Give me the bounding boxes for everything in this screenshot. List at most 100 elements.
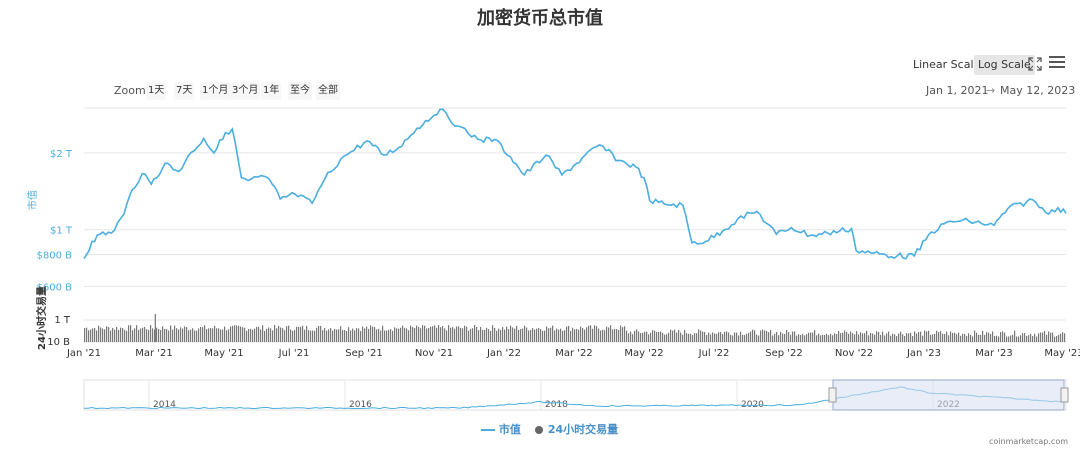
volume-bar <box>1054 336 1056 342</box>
volume-bar <box>750 331 752 342</box>
zoom-ytd-button[interactable]: 至今 <box>288 82 312 100</box>
volume-bar <box>292 330 294 342</box>
x-tick-label: Mar '23 <box>975 348 1013 359</box>
volume-bar <box>814 330 816 342</box>
volume-bar <box>654 330 656 342</box>
volume-bar <box>1020 335 1022 342</box>
volume-bar <box>820 335 822 342</box>
volume-bar <box>608 327 610 342</box>
volume-bar <box>266 328 268 342</box>
linear-scale-button[interactable]: Linear Scale <box>913 58 981 71</box>
volume-bar <box>620 325 622 342</box>
fullscreen-icon[interactable] <box>1028 56 1042 71</box>
volume-bar <box>410 325 412 342</box>
volume-bar <box>842 332 844 342</box>
volume-bar <box>932 334 934 342</box>
volume-bar <box>764 330 766 342</box>
volume-bar <box>1052 332 1054 342</box>
legend-label-volume: 24小时交易量 <box>547 423 619 436</box>
date-range-from[interactable]: Jan 1, 2021 <box>926 84 989 97</box>
volume-bar <box>908 333 910 342</box>
volume-bar <box>218 328 220 342</box>
volume-bar <box>100 327 102 342</box>
volume-bar <box>298 326 300 342</box>
volume-bar <box>852 333 854 342</box>
date-range-to[interactable]: May 12, 2023 <box>1000 84 1076 97</box>
legend-item-market-cap[interactable]: 市值 <box>481 421 521 437</box>
volume-bar <box>866 330 868 342</box>
volume-bar <box>568 325 570 342</box>
volume-bar <box>452 327 454 342</box>
volume-bar <box>348 327 350 342</box>
zoom-7d-button[interactable]: 7天 <box>174 82 195 100</box>
volume-bar <box>144 326 146 342</box>
volume-bar <box>586 327 588 342</box>
volume-bar <box>148 329 150 342</box>
volume-bar <box>802 333 804 342</box>
volume-bar <box>848 333 850 342</box>
volume-bar <box>972 336 974 342</box>
volume-bar <box>412 327 414 342</box>
zoom-1m-button[interactable]: 1个月 <box>200 82 231 100</box>
volume-bar <box>662 332 664 342</box>
zoom-3m-button[interactable]: 3个月 <box>230 82 261 100</box>
volume-bar <box>340 326 342 342</box>
volume-bar <box>790 334 792 342</box>
volume-bar <box>992 331 994 342</box>
volume-bar <box>274 325 276 342</box>
volume-bar <box>510 325 512 342</box>
log-scale-button[interactable]: Log Scale <box>974 55 1035 75</box>
volume-bar <box>104 329 106 342</box>
volume-bar <box>372 326 374 342</box>
volume-bar <box>552 325 554 342</box>
volume-bar <box>1024 332 1026 342</box>
volume-bar <box>894 334 896 342</box>
volume-bar <box>878 331 880 342</box>
volume-bar <box>310 330 312 342</box>
volume-bar <box>448 325 450 342</box>
volume-bar <box>174 325 176 342</box>
volume-bar <box>1030 333 1032 342</box>
volume-bar <box>248 329 250 342</box>
volume-bar <box>996 335 998 342</box>
chart-menu-icon[interactable] <box>1049 56 1065 70</box>
volume-bar <box>1038 333 1040 342</box>
volume-bar <box>1058 334 1060 342</box>
zoom-all-button[interactable]: 全部 <box>316 82 340 100</box>
zoom-1y-button[interactable]: 1年 <box>261 82 282 100</box>
volume-bar <box>626 330 628 342</box>
volume-bar <box>154 314 156 342</box>
volume-bar <box>734 332 736 342</box>
volume-bar <box>834 333 836 342</box>
volume-bar <box>300 327 302 342</box>
volume-bar <box>416 325 418 342</box>
volume-bar <box>424 325 426 342</box>
volume-bar <box>252 329 254 342</box>
volume-bar <box>186 327 188 342</box>
volume-bar <box>674 329 676 342</box>
volume-bar <box>350 330 352 342</box>
date-range-separator: → <box>986 84 996 97</box>
zoom-1d-button[interactable]: 1天 <box>146 82 167 100</box>
volume-bar <box>1056 335 1058 342</box>
volume-bar <box>190 329 192 342</box>
volume-bar <box>330 328 332 342</box>
volume-bar <box>178 329 180 342</box>
volume-bar <box>610 325 612 342</box>
volume-bar <box>290 329 292 342</box>
volume-bar <box>98 325 100 342</box>
credit-link[interactable]: coinmarketcap.com <box>989 437 1068 446</box>
volume-bar <box>386 330 388 342</box>
volume-bar <box>420 328 422 342</box>
volume-bar <box>96 330 98 342</box>
volume-bar <box>1004 332 1006 342</box>
volume-bar <box>254 328 256 342</box>
legend-item-volume[interactable]: 24小时交易量 <box>534 421 618 437</box>
volume-bar <box>140 328 142 342</box>
navigator-selection <box>832 379 1065 411</box>
volume-bar <box>1064 333 1066 342</box>
volume-bar <box>998 336 1000 342</box>
legend-label-market-cap: 市值 <box>498 423 521 436</box>
volume-bar <box>544 330 546 342</box>
volume-bar <box>516 326 518 342</box>
